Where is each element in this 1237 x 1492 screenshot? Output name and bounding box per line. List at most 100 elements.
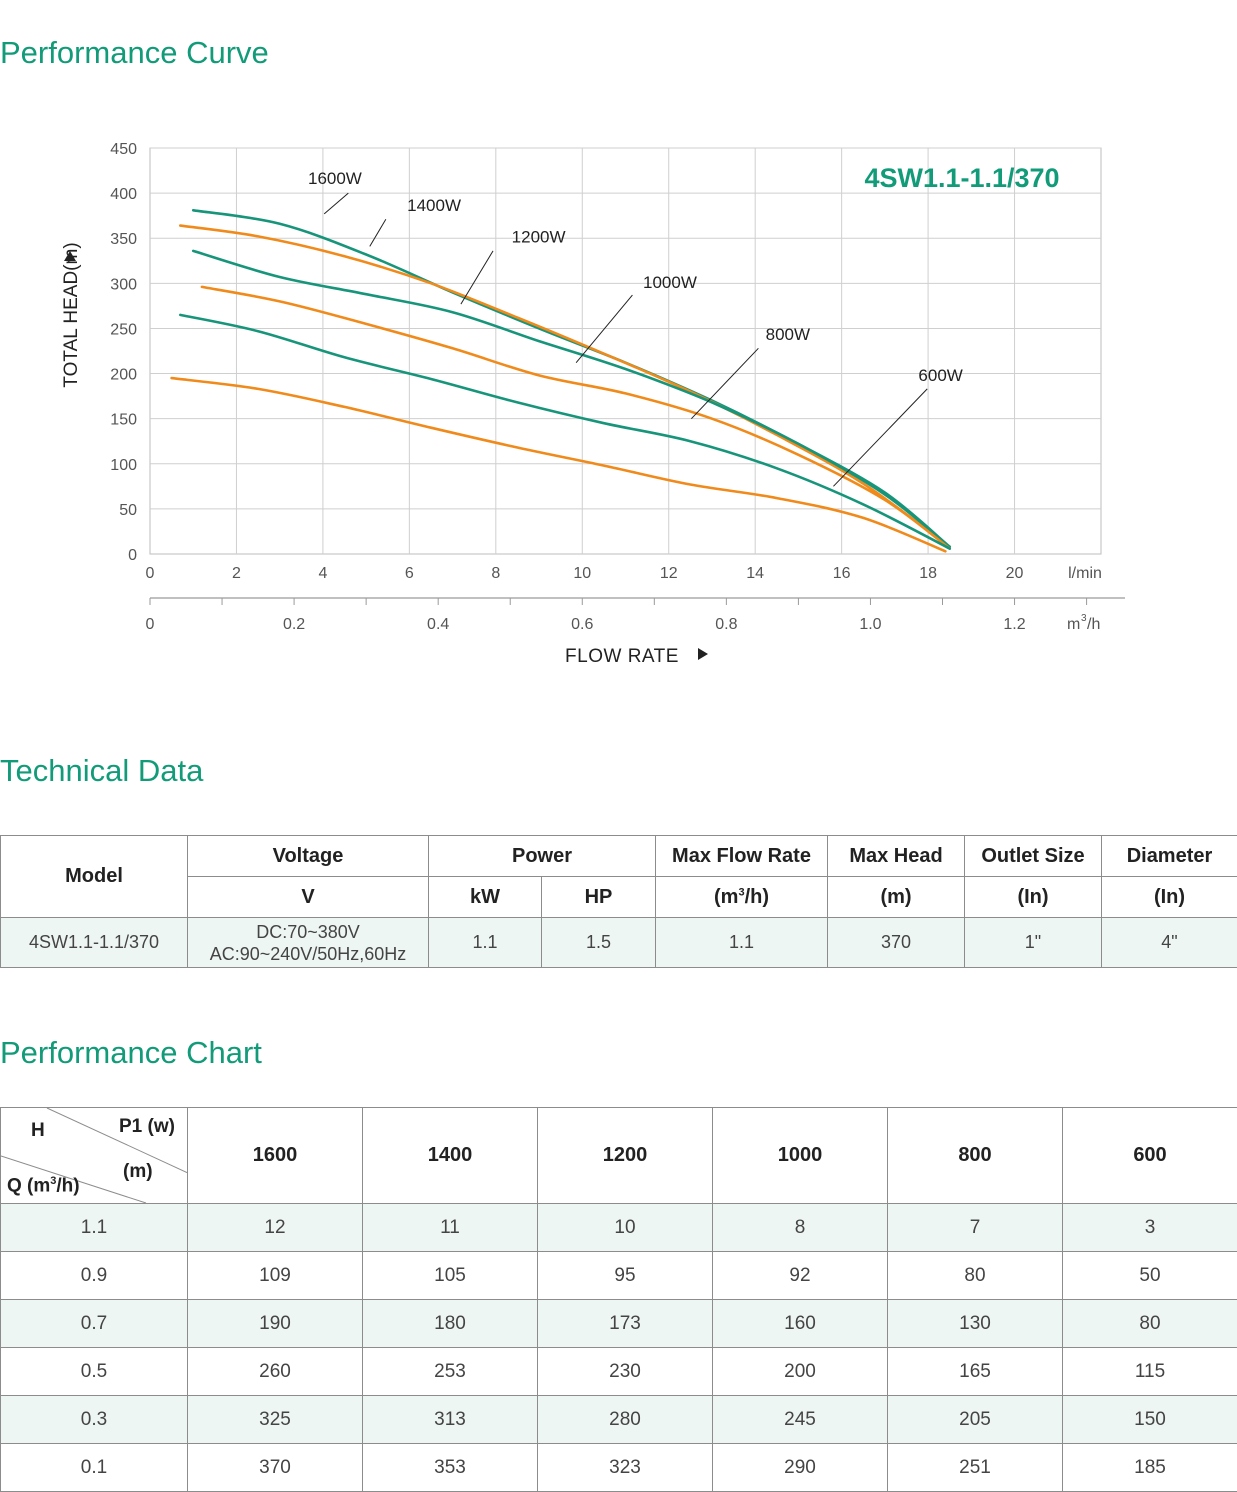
- flow-cell: 0.9: [1, 1252, 188, 1300]
- y-axis-title: TOTAL HEAD(m): [61, 242, 82, 387]
- head-cell: 370: [188, 1444, 363, 1492]
- head-cell: 8: [713, 1204, 888, 1252]
- x-tick-label: 4: [318, 565, 327, 582]
- series-leader-line: [461, 251, 493, 304]
- x-tick-label: 2: [232, 565, 241, 582]
- model-label: 4SW1.1-1.1/370: [864, 163, 1059, 193]
- series-label: 1200W: [512, 228, 566, 247]
- head-cell: 325: [188, 1396, 363, 1444]
- x-axis-title: FLOW RATE: [565, 646, 679, 667]
- performance-chart-table: H P1 (w) (m) Q (m3/h) 1600 1400 1200 100…: [0, 1107, 1237, 1492]
- header-max-head: Max Head: [828, 836, 965, 877]
- corner-m: (m): [123, 1161, 153, 1183]
- head-cell: 3: [1063, 1204, 1237, 1252]
- head-cell: 115: [1063, 1348, 1237, 1396]
- head-cell: 251: [888, 1444, 1063, 1492]
- x-unit-primary: l/min: [1068, 565, 1102, 582]
- x-tick-label: 0: [146, 565, 155, 582]
- unit-flow: (m3/h): [656, 877, 828, 918]
- head-cell: 323: [538, 1444, 713, 1492]
- series-line-1400w: [180, 226, 949, 547]
- cell-kw: 1.1: [429, 918, 542, 968]
- head-cell: 253: [363, 1348, 538, 1396]
- flow-cell: 0.7: [1, 1300, 188, 1348]
- power-column-1600: 1600: [188, 1108, 363, 1204]
- cell-voltage: DC:70~380V AC:90~240V/50Hz,60Hz: [188, 918, 429, 968]
- header-max-flow: Max Flow Rate: [656, 836, 828, 877]
- header-power: Power: [429, 836, 656, 877]
- flow-cell: 0.3: [1, 1396, 188, 1444]
- head-cell: 10: [538, 1204, 713, 1252]
- head-cell: 12: [188, 1204, 363, 1252]
- power-column-1000: 1000: [713, 1108, 888, 1204]
- unit-kw: kW: [429, 877, 542, 918]
- secondary-tick-label: 0.2: [283, 616, 305, 633]
- head-cell: 190: [188, 1300, 363, 1348]
- voltage-dc: DC:70~380V: [189, 921, 427, 943]
- corner-h: H: [31, 1120, 45, 1142]
- table-row: 4SW1.1-1.1/370 DC:70~380V AC:90~240V/50H…: [1, 918, 1237, 968]
- secondary-tick-label: 0.4: [427, 616, 449, 633]
- corner-q: Q (m3/h): [7, 1175, 80, 1197]
- head-cell: 109: [188, 1252, 363, 1300]
- header-model: Model: [1, 836, 188, 918]
- series-leader-line: [324, 193, 348, 214]
- flow-cell: 0.1: [1, 1444, 188, 1492]
- cell-max-head: 370: [828, 918, 965, 968]
- header-outlet: Outlet Size: [965, 836, 1102, 877]
- head-cell: 185: [1063, 1444, 1237, 1492]
- head-cell: 105: [363, 1252, 538, 1300]
- x-unit-secondary-tail: /h: [1087, 616, 1100, 633]
- series-leader-line: [833, 389, 927, 486]
- flow-cell: 1.1: [1, 1204, 188, 1252]
- performance-chart-title: Performance Chart: [0, 1035, 262, 1071]
- y-tick-label: 350: [110, 231, 137, 248]
- head-cell: 245: [713, 1396, 888, 1444]
- series-leader-line: [370, 219, 386, 246]
- secondary-tick-label: 0: [146, 616, 155, 633]
- y-tick-label: 300: [110, 276, 137, 293]
- secondary-tick-label: 1.0: [859, 616, 881, 633]
- power-column-1200: 1200: [538, 1108, 713, 1204]
- head-cell: 11: [363, 1204, 538, 1252]
- secondary-tick-label: 1.2: [1003, 616, 1025, 633]
- y-tick-label: 200: [110, 367, 137, 384]
- head-cell: 95: [538, 1252, 713, 1300]
- y-tick-label: 450: [110, 141, 137, 158]
- unit-hp: HP: [542, 877, 656, 918]
- x-tick-label: 20: [1006, 565, 1024, 582]
- head-cell: 150: [1063, 1396, 1237, 1444]
- y-tick-label: 0: [128, 547, 137, 564]
- x-unit-secondary: m: [1067, 616, 1080, 633]
- power-column-600: 600: [1063, 1108, 1237, 1204]
- x-tick-label: 6: [405, 565, 414, 582]
- head-cell: 205: [888, 1396, 1063, 1444]
- head-cell: 260: [188, 1348, 363, 1396]
- header-voltage: Voltage: [188, 836, 429, 877]
- cell-model: 4SW1.1-1.1/370: [1, 918, 188, 968]
- head-cell: 280: [538, 1396, 713, 1444]
- plot-frame: [150, 148, 1101, 554]
- head-cell: 200: [713, 1348, 888, 1396]
- power-column-1400: 1400: [363, 1108, 538, 1204]
- x-tick-label: 8: [491, 565, 500, 582]
- secondary-tick-label: 0.8: [715, 616, 737, 633]
- performance-curve-title: Performance Curve: [0, 35, 269, 71]
- head-cell: 7: [888, 1204, 1063, 1252]
- head-cell: 92: [713, 1252, 888, 1300]
- head-cell: 353: [363, 1444, 538, 1492]
- flow-cell: 0.5: [1, 1348, 188, 1396]
- power-column-800: 800: [888, 1108, 1063, 1204]
- head-cell: 160: [713, 1300, 888, 1348]
- head-cell: 50: [1063, 1252, 1237, 1300]
- cell-outlet: 1": [965, 918, 1102, 968]
- cell-diameter: 4": [1102, 918, 1237, 968]
- y-tick-label: 50: [119, 502, 137, 519]
